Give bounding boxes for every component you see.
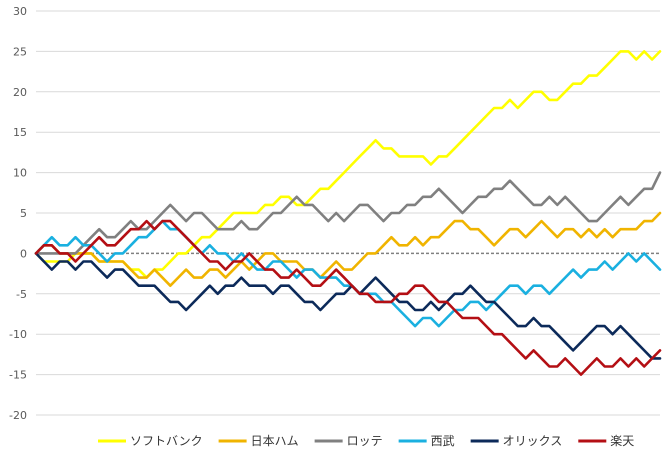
- series-line-4: [34, 219, 662, 328]
- gridlines: [36, 10, 660, 416]
- series-line-1: [34, 50, 662, 279]
- series-line-5: [34, 252, 662, 360]
- series-line-2: [34, 211, 662, 288]
- y-tick-label: -20: [9, 409, 27, 422]
- y-tick-label: -15: [9, 369, 27, 382]
- y-tick-label: 30: [13, 5, 27, 18]
- legend-label: 楽天: [610, 434, 634, 448]
- y-tick-label: 0: [20, 247, 27, 260]
- legend-label: ソフトバンク: [130, 434, 203, 448]
- y-tick-label: 10: [13, 167, 27, 180]
- legend-label: ロッテ: [347, 434, 383, 448]
- y-tick-label: 15: [13, 126, 27, 139]
- y-tick-label: -10: [9, 328, 27, 341]
- legend-label: 西武: [431, 434, 455, 448]
- y-tick-label: 5: [20, 207, 27, 220]
- legend-label: 日本ハム: [251, 434, 299, 448]
- y-axis-tick-labels: 30 25 20 15 10 5 0 -5 -10 -15 -20: [9, 5, 27, 422]
- legend-label: オリックス: [503, 434, 563, 448]
- series-line-6: [34, 219, 662, 376]
- y-tick-label: 25: [13, 45, 27, 58]
- y-tick-label: 20: [13, 86, 27, 99]
- legend: ソフトバンク 日本ハム ロッテ 西武 オリックス 楽天: [98, 434, 634, 448]
- series-lines: [34, 50, 662, 376]
- y-tick-label: -5: [16, 288, 27, 301]
